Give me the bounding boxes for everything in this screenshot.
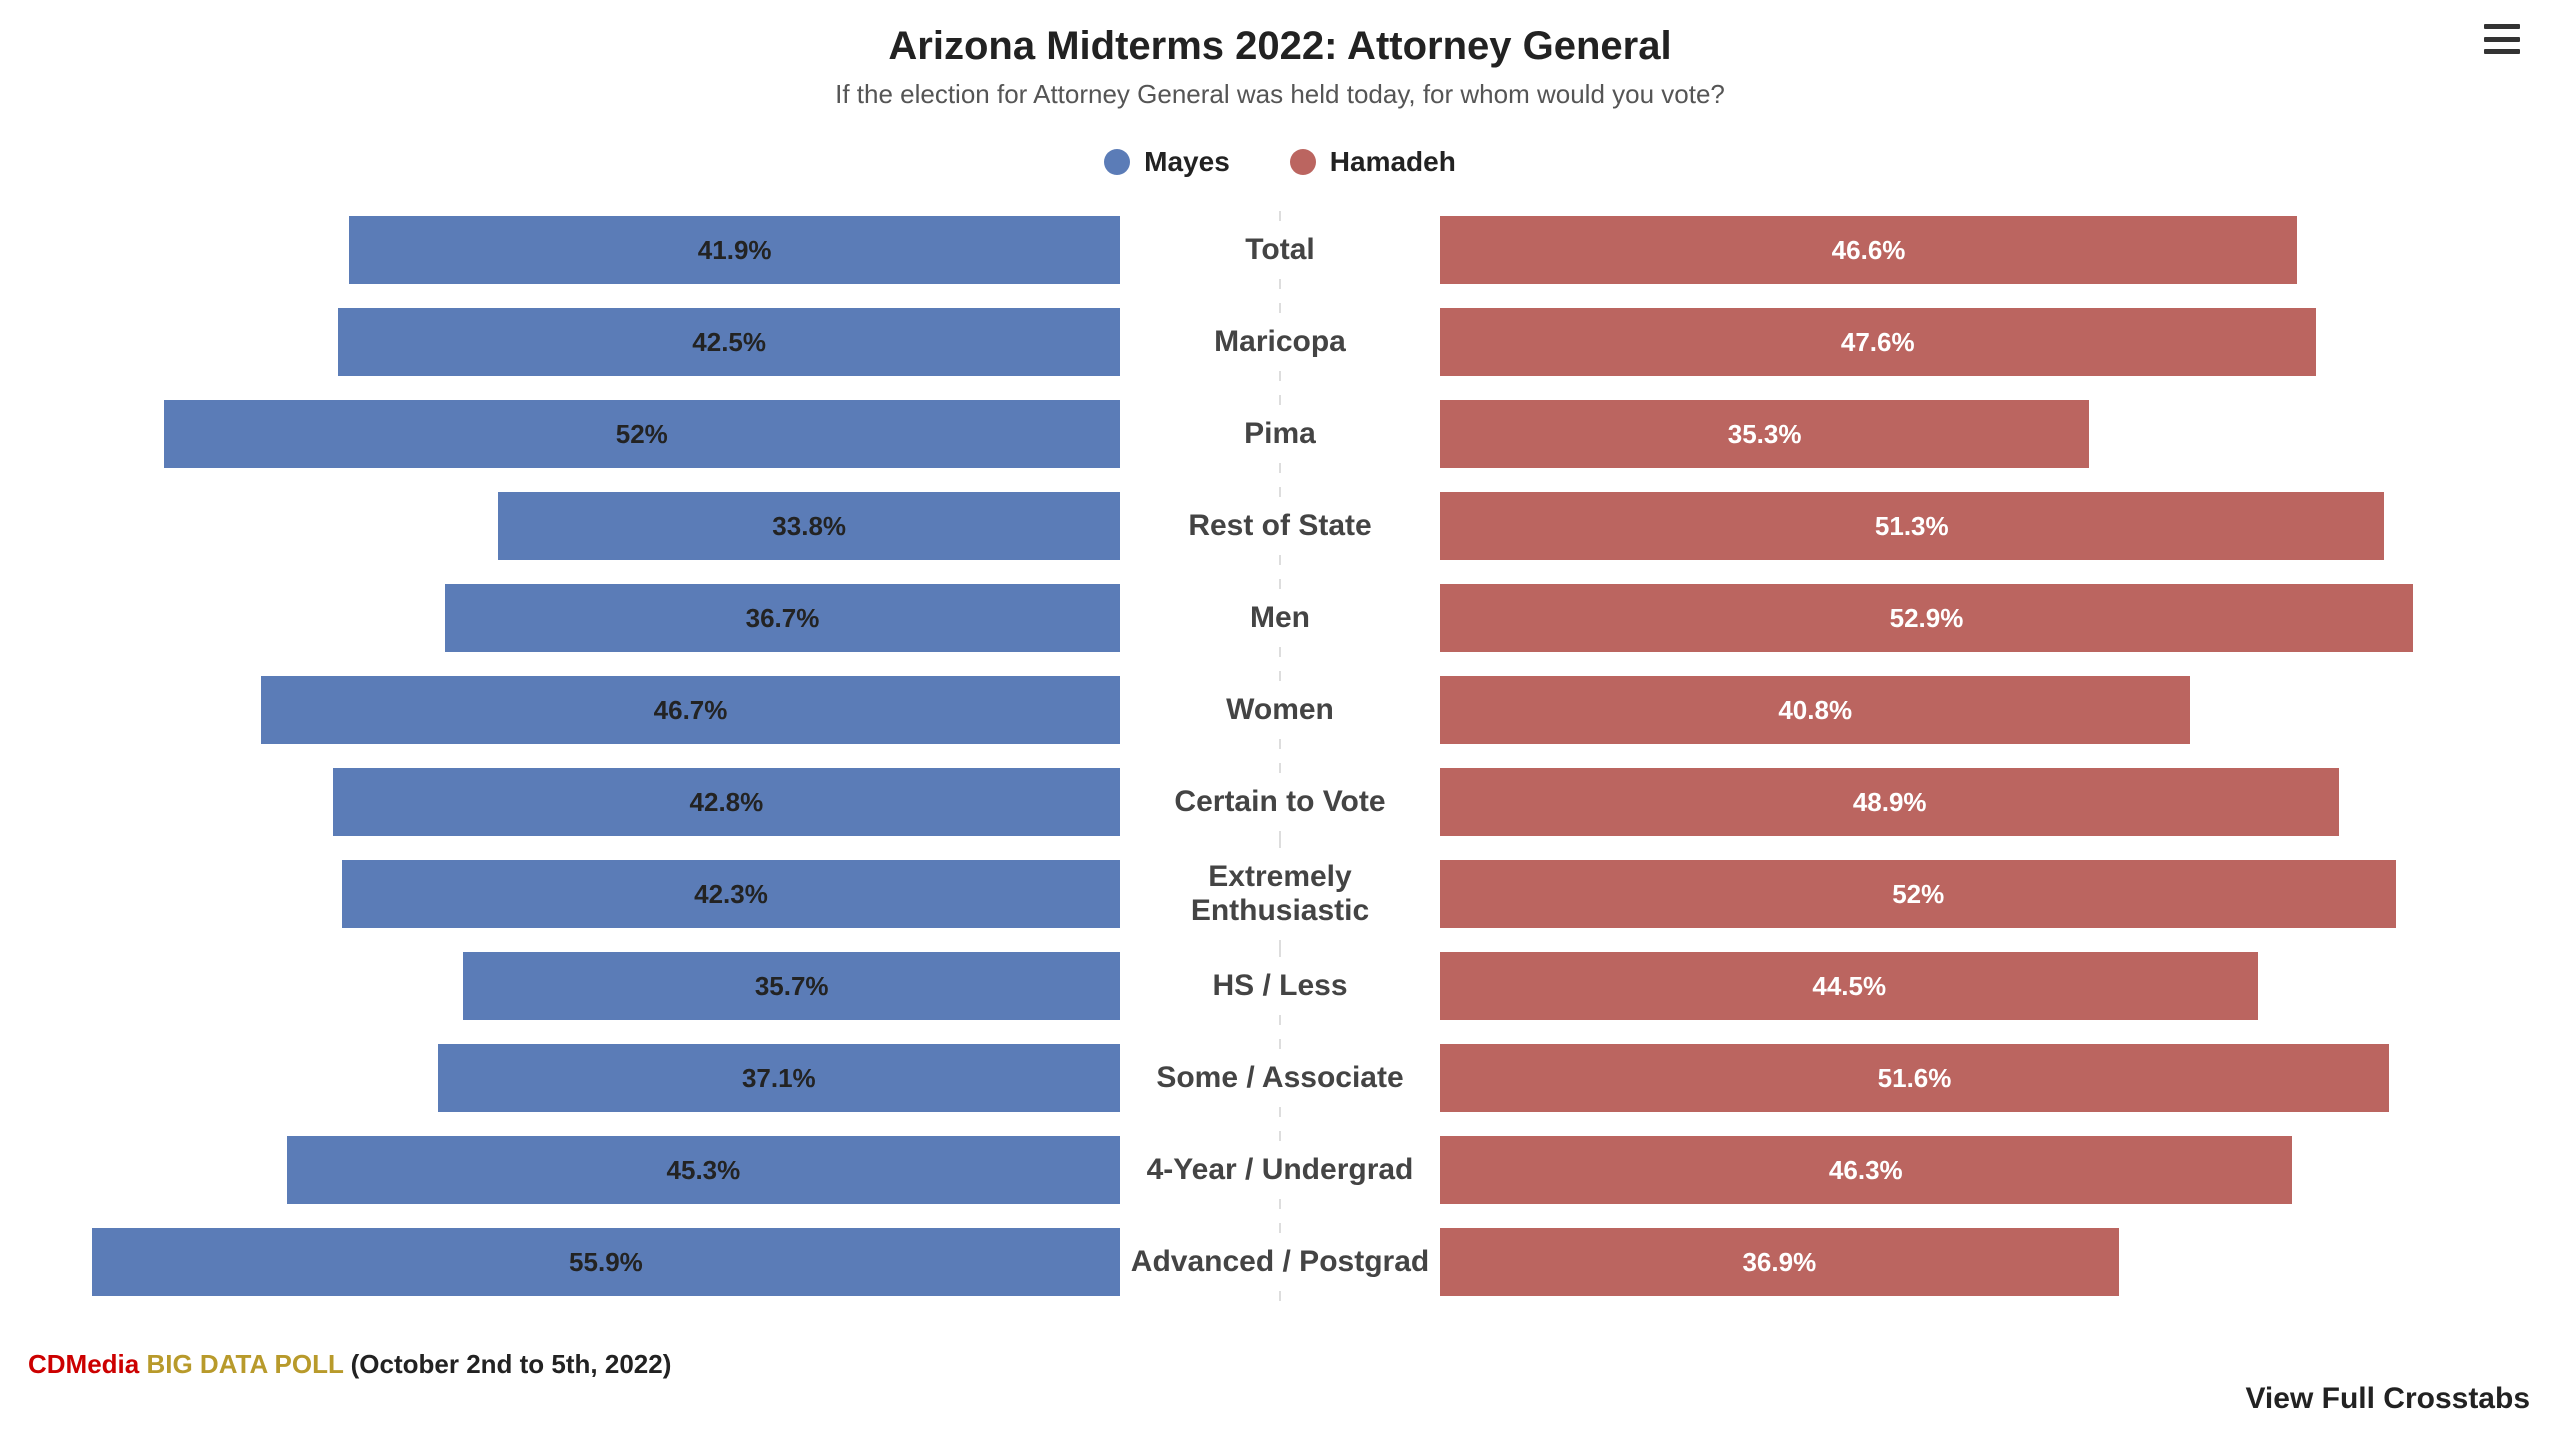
category-label: Women xyxy=(1120,693,1440,727)
bar-left-value: 33.8% xyxy=(498,511,1120,542)
source-date: (October 2nd to 5th, 2022) xyxy=(351,1349,672,1379)
chart-row: 52%Pima35.3% xyxy=(90,388,2470,480)
legend-label-left: Mayes xyxy=(1144,146,1230,178)
bar-left-value: 35.7% xyxy=(463,971,1120,1002)
bar-left[interactable]: 37.1% xyxy=(438,1044,1120,1112)
category-label: Pima xyxy=(1120,417,1440,451)
category-label: 4-Year / Undergrad xyxy=(1120,1153,1440,1187)
bar-right[interactable]: 40.8% xyxy=(1440,676,2190,744)
source-1: CDMedia xyxy=(28,1349,139,1379)
bar-right-value: 35.3% xyxy=(1440,419,2089,450)
bar-left[interactable]: 46.7% xyxy=(261,676,1120,744)
chart-row: 55.9%Advanced / Postgrad36.9% xyxy=(90,1216,2470,1308)
source-2: BIG DATA POLL xyxy=(146,1349,343,1379)
view-crosstabs-link[interactable]: View Full Crosstabs xyxy=(2245,1382,2530,1416)
bar-left[interactable]: 33.8% xyxy=(498,492,1120,560)
legend: Mayes Hamadeh xyxy=(22,146,2538,178)
bar-left-value: 52% xyxy=(164,419,1120,450)
bar-right-value: 51.6% xyxy=(1440,1063,2389,1094)
chart-row: 42.5%Maricopa47.6% xyxy=(90,296,2470,388)
bar-right-value: 46.6% xyxy=(1440,235,2297,266)
bar-right-value: 46.3% xyxy=(1440,1155,2292,1186)
bar-right[interactable]: 46.3% xyxy=(1440,1136,2292,1204)
bar-right[interactable]: 51.6% xyxy=(1440,1044,2389,1112)
chart-row: 35.7%HS / Less44.5% xyxy=(90,940,2470,1032)
bar-left-value: 41.9% xyxy=(349,235,1120,266)
category-label: Advanced / Postgrad xyxy=(1120,1245,1440,1279)
bar-left[interactable]: 36.7% xyxy=(445,584,1120,652)
bar-right[interactable]: 52% xyxy=(1440,860,2396,928)
bar-right-value: 48.9% xyxy=(1440,787,2339,818)
bar-left-value: 46.7% xyxy=(261,695,1120,726)
category-label: Certain to Vote xyxy=(1120,785,1440,819)
chart-row: 36.7%Men52.9% xyxy=(90,572,2470,664)
category-label: Extremely Enthusiastic xyxy=(1120,860,1440,928)
bar-right-value: 52.9% xyxy=(1440,603,2413,634)
bar-right[interactable]: 44.5% xyxy=(1440,952,2258,1020)
category-label: Some / Associate xyxy=(1120,1061,1440,1095)
bar-left[interactable]: 55.9% xyxy=(92,1228,1120,1296)
bar-right[interactable]: 51.3% xyxy=(1440,492,2384,560)
chart-card: Arizona Midterms 2022: Attorney General … xyxy=(0,0,2560,1440)
bar-left[interactable]: 41.9% xyxy=(349,216,1120,284)
bar-left-value: 37.1% xyxy=(438,1063,1120,1094)
chart-title: Arizona Midterms 2022: Attorney General xyxy=(22,24,2538,69)
legend-item-right[interactable]: Hamadeh xyxy=(1290,146,1456,178)
bar-right-value: 51.3% xyxy=(1440,511,2384,542)
bar-left-value: 42.5% xyxy=(338,327,1120,358)
chart-row: 42.8%Certain to Vote48.9% xyxy=(90,756,2470,848)
bar-left-value: 42.8% xyxy=(333,787,1120,818)
bar-left[interactable]: 52% xyxy=(164,400,1120,468)
chart-row: 42.3%Extremely Enthusiastic52% xyxy=(90,848,2470,940)
bar-right-value: 44.5% xyxy=(1440,971,2258,1002)
legend-dot-left xyxy=(1104,149,1130,175)
bar-left[interactable]: 45.3% xyxy=(287,1136,1120,1204)
category-label: HS / Less xyxy=(1120,969,1440,1003)
category-label: Men xyxy=(1120,601,1440,635)
bar-right[interactable]: 47.6% xyxy=(1440,308,2316,376)
bar-left[interactable]: 42.3% xyxy=(342,860,1120,928)
bar-left[interactable]: 35.7% xyxy=(463,952,1120,1020)
bar-left-value: 45.3% xyxy=(287,1155,1120,1186)
bar-right-value: 52% xyxy=(1440,879,2396,910)
chart-row: 33.8%Rest of State51.3% xyxy=(90,480,2470,572)
bar-left[interactable]: 42.5% xyxy=(338,308,1120,376)
chart-subtitle: If the election for Attorney General was… xyxy=(22,79,2538,110)
bar-right[interactable]: 52.9% xyxy=(1440,584,2413,652)
chart-row: 37.1%Some / Associate51.6% xyxy=(90,1032,2470,1124)
category-label: Total xyxy=(1120,233,1440,267)
tornado-chart: 41.9%Total46.6%42.5%Maricopa47.6%52%Pima… xyxy=(90,204,2470,1308)
bar-right-value: 47.6% xyxy=(1440,327,2316,358)
hamburger-menu-icon[interactable] xyxy=(2484,24,2520,54)
legend-label-right: Hamadeh xyxy=(1330,146,1456,178)
category-label: Maricopa xyxy=(1120,325,1440,359)
bar-right[interactable]: 35.3% xyxy=(1440,400,2089,468)
bar-right-value: 36.9% xyxy=(1440,1247,2119,1278)
bar-right[interactable]: 46.6% xyxy=(1440,216,2297,284)
chart-row: 46.7%Women40.8% xyxy=(90,664,2470,756)
bar-right-value: 40.8% xyxy=(1440,695,2190,726)
category-label: Rest of State xyxy=(1120,509,1440,543)
bar-right[interactable]: 36.9% xyxy=(1440,1228,2119,1296)
chart-row: 41.9%Total46.6% xyxy=(90,204,2470,296)
source-footer: CDMedia BIG DATA POLL (October 2nd to 5t… xyxy=(28,1349,671,1380)
chart-row: 45.3%4-Year / Undergrad46.3% xyxy=(90,1124,2470,1216)
bar-left-value: 36.7% xyxy=(445,603,1120,634)
legend-item-left[interactable]: Mayes xyxy=(1104,146,1230,178)
bar-left[interactable]: 42.8% xyxy=(333,768,1120,836)
bar-left-value: 42.3% xyxy=(342,879,1120,910)
bar-left-value: 55.9% xyxy=(92,1247,1120,1278)
bar-right[interactable]: 48.9% xyxy=(1440,768,2339,836)
legend-dot-right xyxy=(1290,149,1316,175)
